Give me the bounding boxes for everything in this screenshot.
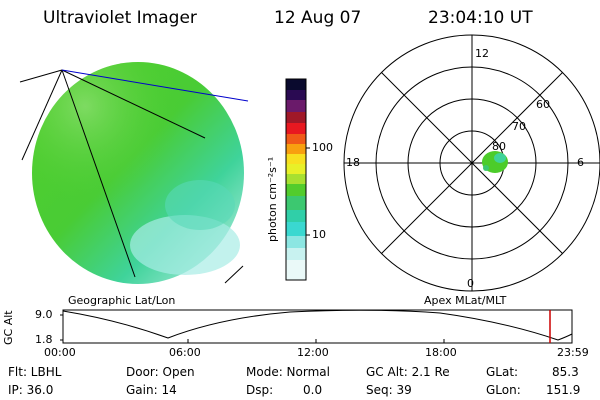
mlt-label-18: 18 — [346, 156, 360, 169]
dsp-label: Dsp: — [246, 383, 274, 397]
timeline-xtick-0000: 00:00 — [44, 346, 76, 359]
mlt-label-0: 0 — [467, 277, 474, 290]
projection-lines — [19, 69, 244, 284]
timeline-xtick-2359: 23:59 — [557, 346, 589, 359]
instrument-title: Ultraviolet Imager — [43, 8, 197, 28]
colorbar-tick-100: 100 — [312, 141, 333, 154]
apex-panel-label: Apex MLat/MLT — [424, 294, 507, 307]
mlt-label-6: 6 — [577, 156, 584, 169]
mlat-label-70: 70 — [512, 120, 526, 133]
colorbar-unit-label: photon cm⁻²s⁻¹ — [266, 156, 279, 242]
glon-label: GLon: — [486, 383, 521, 397]
gc-alt-info: GC Alt: 2.1 Re — [366, 365, 450, 379]
sun-direction-line — [61, 69, 249, 102]
image-date: 12 Aug 07 — [274, 8, 362, 28]
mode-info: Mode: Normal — [246, 365, 330, 379]
colorbar-tick-10: 10 — [312, 228, 326, 241]
altitude-timeline — [60, 309, 573, 344]
timeline-ytick-max: 9.0 — [35, 308, 53, 321]
filter-info: Flt: LBHL — [8, 365, 62, 379]
image-time: 23:04:10 UT — [428, 8, 533, 28]
timeline-xtick-0600: 06:00 — [169, 346, 201, 359]
color-bar — [285, 78, 310, 281]
timeline-ylabel: GC Alt — [2, 310, 15, 345]
glat-label: GLat: — [486, 365, 519, 379]
door-info: Door: Open — [126, 365, 195, 379]
mlat-label-80: 80 — [492, 140, 506, 153]
mlt-label-12: 12 — [475, 47, 489, 60]
glat-value: 85.3 — [552, 365, 579, 379]
timeline-ytick-min: 1.8 — [35, 333, 53, 346]
gain-info: Gain: 14 — [126, 383, 177, 397]
mlat-label-60: 60 — [536, 98, 550, 111]
timeline-xtick-1200: 12:00 — [297, 346, 329, 359]
polar-plot — [343, 34, 600, 292]
dsp-value: 0.0 — [303, 383, 323, 397]
glon-value: 151.9 — [546, 383, 581, 397]
timeline-xtick-1800: 18:00 — [425, 346, 457, 359]
seq-info: Seq: 39 — [366, 383, 412, 397]
polar-aurora-spot — [482, 151, 508, 173]
earth-image — [32, 62, 244, 284]
geographic-panel-label: Geographic Lat/Lon — [68, 294, 176, 307]
ip-info: IP: 36.0 — [8, 383, 54, 397]
